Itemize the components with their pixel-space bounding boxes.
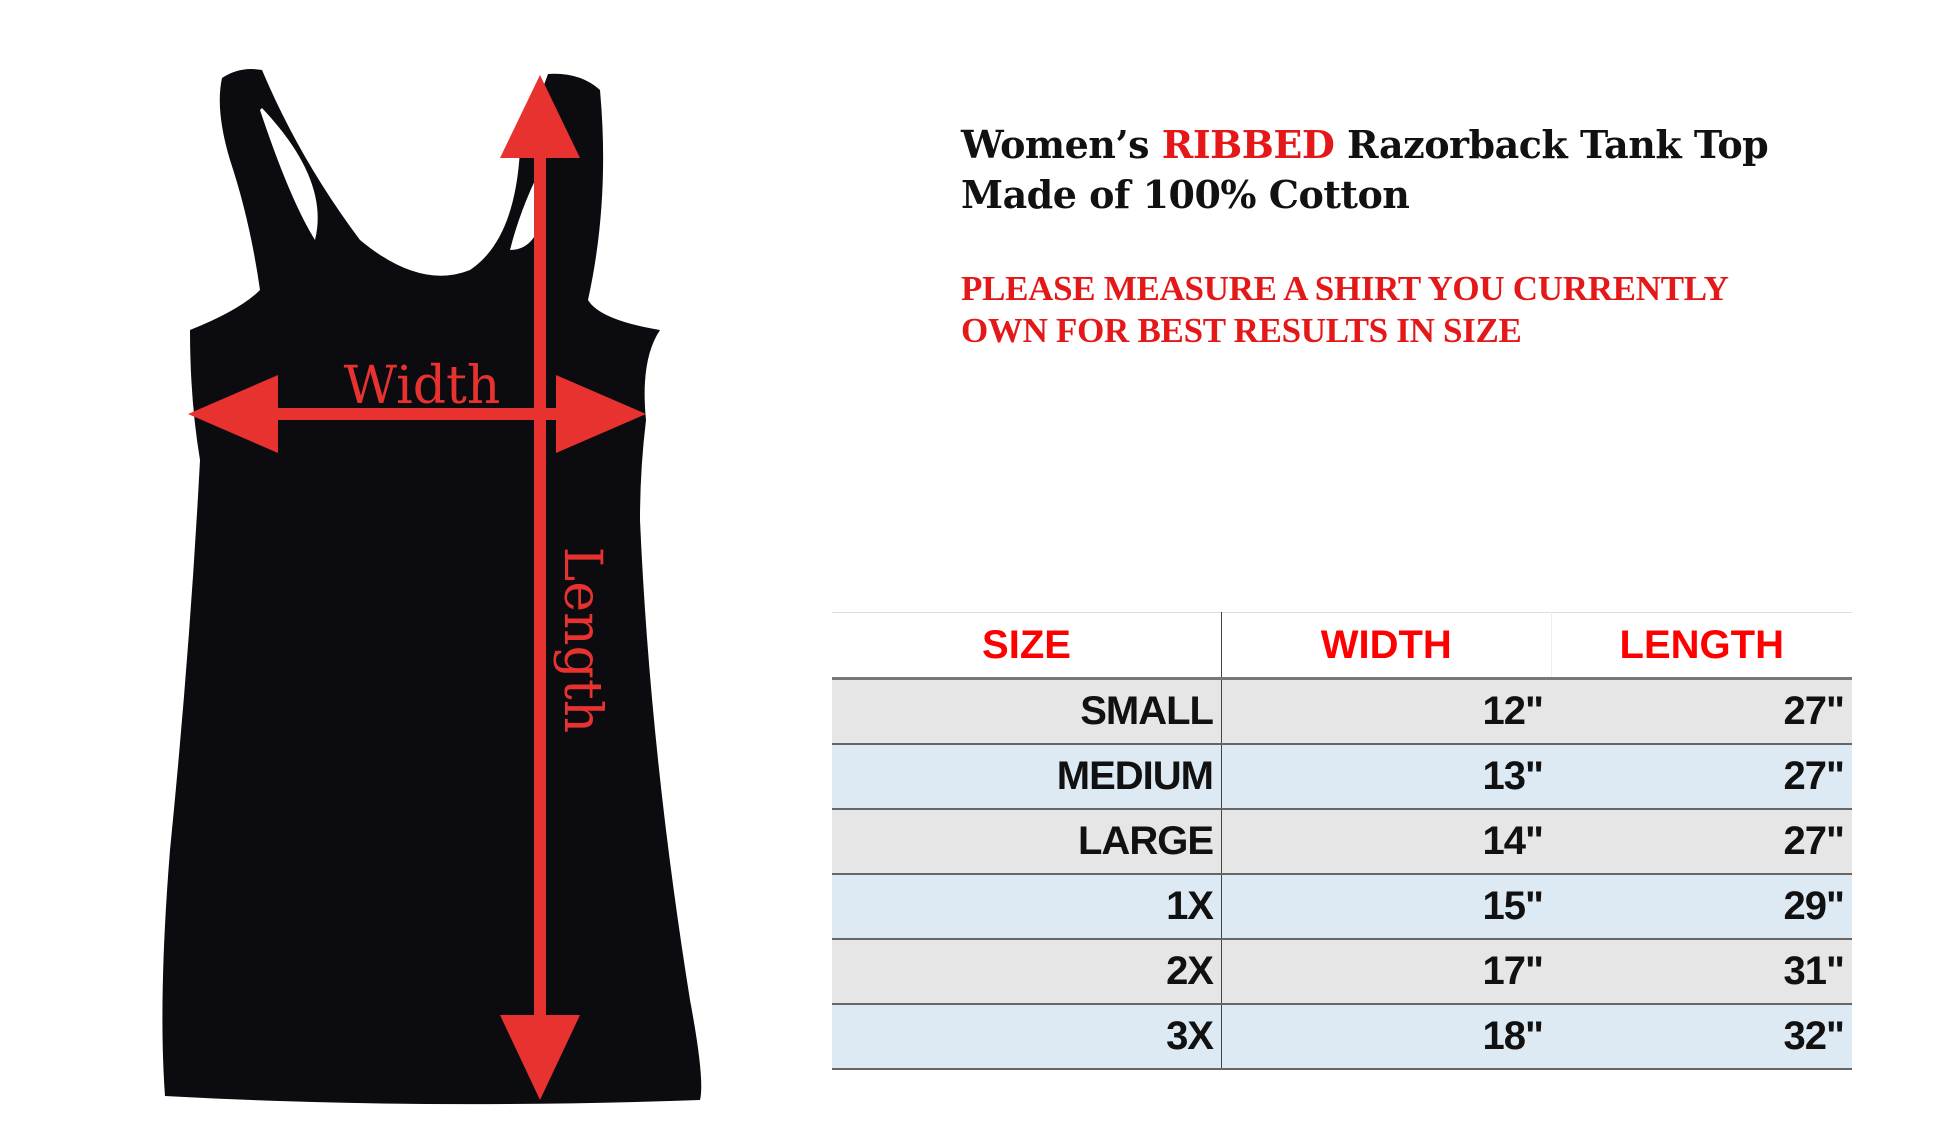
cell-width: 14" <box>1221 809 1551 875</box>
tank-top-image <box>162 69 702 1105</box>
size-chart-table: SIZE WIDTH LENGTH SMALL 12" 27" MEDIUM 13" 27… <box>832 612 1852 1070</box>
cell-size: LARGE <box>832 809 1222 875</box>
cell-size: 1X <box>832 874 1222 940</box>
table-row: 3X 18" 32" <box>832 1004 1852 1070</box>
cell-width: 17" <box>1221 939 1551 1005</box>
cell-size: 3X <box>832 1004 1222 1070</box>
cell-size: SMALL <box>832 678 1222 745</box>
table-row: LARGE 14" 27" <box>832 809 1852 875</box>
table-row: 1X 15" 29" <box>832 874 1852 940</box>
cell-length: 29" <box>1551 874 1852 940</box>
table-row: SMALL 12" 27" <box>832 678 1852 745</box>
title-text: Women’s <box>961 122 1162 167</box>
cell-length: 27" <box>1551 744 1852 810</box>
cell-size: MEDIUM <box>832 744 1222 810</box>
cell-width: 15" <box>1221 874 1551 940</box>
title-text: Razorback Tank Top <box>1334 122 1769 167</box>
cell-length: 27" <box>1551 678 1852 745</box>
ribbed-highlight: RIBBED <box>1161 122 1335 167</box>
cell-length: 32" <box>1551 1004 1852 1070</box>
width-arrow <box>188 375 646 453</box>
table-header-row: SIZE WIDTH LENGTH <box>832 612 1852 680</box>
title-line-2: Made of 100% Cotton <box>961 172 1410 217</box>
header-width: WIDTH <box>1221 612 1552 680</box>
cell-length: 27" <box>1551 809 1852 875</box>
cell-length: 31" <box>1551 939 1852 1005</box>
notice-line-2: OWN FOR BEST RESULTS IN SIZE <box>961 311 1522 350</box>
measure-notice: PLEASE MEASURE A SHIRT YOU CURRENTLY OWN… <box>961 268 1729 352</box>
cell-width: 18" <box>1221 1004 1551 1070</box>
table-row: 2X 17" 31" <box>832 939 1852 1005</box>
length-arrow <box>500 75 580 1100</box>
notice-line-1: PLEASE MEASURE A SHIRT YOU CURRENTLY <box>961 269 1729 308</box>
length-label: Length <box>552 547 612 733</box>
product-title: Women’s RIBBED Razorback Tank Top Made o… <box>961 120 1769 220</box>
header-length: LENGTH <box>1551 612 1852 680</box>
header-size: SIZE <box>832 612 1222 680</box>
cell-width: 13" <box>1221 744 1551 810</box>
cell-size: 2X <box>832 939 1222 1005</box>
table-row: MEDIUM 13" 27" <box>832 744 1852 810</box>
title-line-1: Women’s RIBBED Razorback Tank Top <box>961 120 1769 170</box>
width-label: Width <box>344 356 501 416</box>
cell-width: 12" <box>1221 678 1551 745</box>
